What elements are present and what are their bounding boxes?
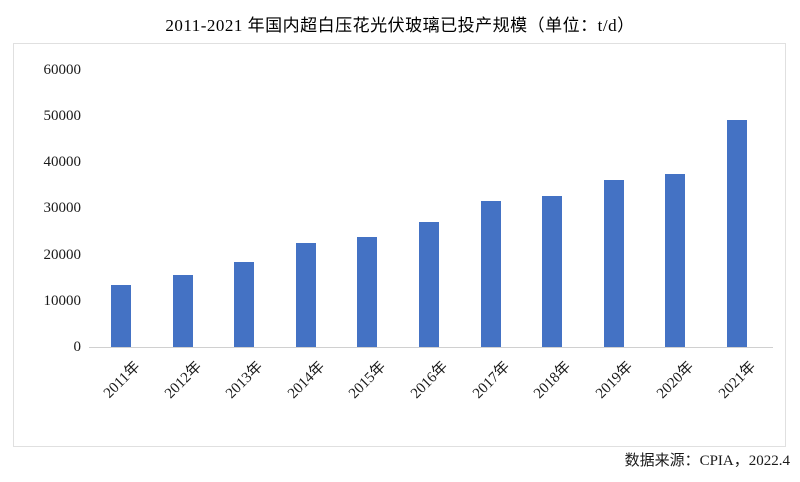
y-axis-tick-label: 30000 (43, 200, 82, 217)
x-axis-label: 2021年 (715, 358, 760, 402)
x-axis-label: 2014年 (284, 358, 328, 402)
x-axis-line (89, 347, 773, 348)
y-axis-tick-label: 60000 (43, 61, 82, 78)
bar-2015年 (357, 236, 378, 347)
x-axis-label: 2013年 (223, 358, 267, 402)
x-axis-label: 2011年 (100, 358, 144, 402)
bar-2016年 (419, 221, 439, 347)
x-axis-label: 2019年 (592, 358, 636, 402)
bar-2013年 (234, 262, 255, 347)
bar-2019年 (603, 180, 624, 347)
y-axis-tick-label: 20000 (43, 246, 82, 263)
chart-plot-area: 0 10000 20000 30000 40000 50000 60000 2011年 201… (13, 43, 786, 447)
bar-2020年 (665, 174, 686, 347)
y-axis-tick-label: 0 (73, 339, 82, 355)
bar-2021年 (727, 119, 747, 347)
y-axis-tick-label: 50000 (43, 107, 82, 124)
y-axis-tick-label: 10000 (43, 292, 82, 309)
x-axis-label: 2016年 (407, 358, 452, 402)
bar-2011年 (111, 284, 131, 347)
y-axis-tick-label: 40000 (43, 154, 82, 170)
x-axis-label: 2020年 (654, 358, 698, 402)
x-axis-label: 2018年 (531, 358, 575, 402)
bar-2017年 (480, 201, 501, 347)
x-axis-label: 2017年 (469, 358, 513, 402)
x-axis-label: 2015年 (346, 358, 390, 402)
bar-2012年 (172, 275, 193, 347)
bar-2014年 (295, 243, 316, 347)
data-source-note: 数据来源：CPIA，2022.4 (624, 453, 790, 469)
chart-title: 2011-2021 年国内超白压花光伏玻璃已投产规模（单位：t/d） (165, 16, 635, 35)
bar-2018年 (542, 196, 563, 347)
x-axis-label: 2012年 (161, 358, 205, 402)
